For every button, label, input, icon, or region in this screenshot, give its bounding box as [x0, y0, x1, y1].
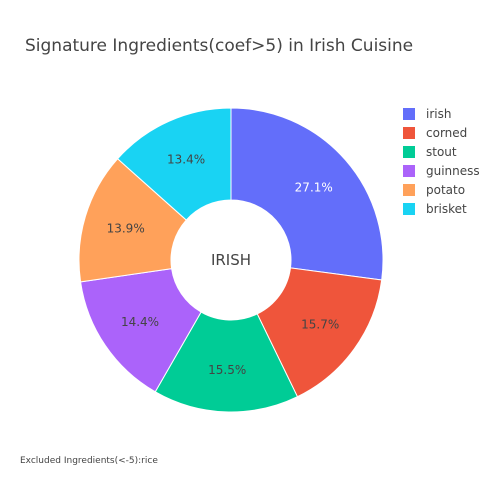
slice-brisket[interactable] [116, 107, 232, 221]
legend-item-irish[interactable]: irish [403, 107, 451, 121]
legend-label-irish: irish [426, 107, 451, 121]
excluded-ingredients-note: Excluded Ingredients(<-5):rice [20, 456, 158, 466]
slices-layer [78, 107, 384, 413]
legend-swatch-brisket [403, 203, 415, 215]
legend-label-brisket: brisket [426, 202, 467, 216]
legend: irish corned stout guinness potato brisket [403, 107, 480, 216]
slice-labels-layer: 27.1% 15.7% 15.5% 14.4% 13.9% 13.4% [107, 153, 340, 377]
donut-center-label: IRISH [211, 251, 251, 269]
slice-label-brisket: 13.4% [167, 153, 205, 167]
legend-item-guinness[interactable]: guinness [403, 164, 480, 178]
slice-guinness[interactable] [80, 268, 202, 393]
legend-swatch-guinness [403, 165, 415, 177]
slice-label-potato: 13.9% [107, 221, 145, 235]
chart-title: Signature Ingredients(coef>5) in Irish C… [25, 36, 413, 56]
slice-label-guinness: 14.4% [121, 315, 159, 329]
slice-label-irish: 27.1% [295, 181, 333, 195]
legend-swatch-irish [403, 108, 415, 120]
slice-irish[interactable] [230, 107, 384, 281]
legend-label-stout: stout [426, 145, 457, 159]
legend-item-stout[interactable]: stout [403, 145, 457, 159]
slice-label-corned: 15.7% [301, 317, 339, 331]
legend-label-corned: corned [426, 126, 467, 140]
legend-item-brisket[interactable]: brisket [403, 202, 467, 216]
slice-label-stout: 15.5% [208, 363, 246, 377]
slice-stout[interactable] [154, 311, 299, 413]
legend-label-potato: potato [426, 183, 465, 197]
slice-corned[interactable] [256, 267, 383, 398]
legend-item-potato[interactable]: potato [403, 183, 465, 197]
legend-item-corned[interactable]: corned [403, 126, 467, 140]
legend-swatch-stout [403, 146, 415, 158]
legend-label-guinness: guinness [426, 164, 480, 178]
legend-swatch-corned [403, 127, 415, 139]
legend-swatch-potato [403, 184, 415, 196]
